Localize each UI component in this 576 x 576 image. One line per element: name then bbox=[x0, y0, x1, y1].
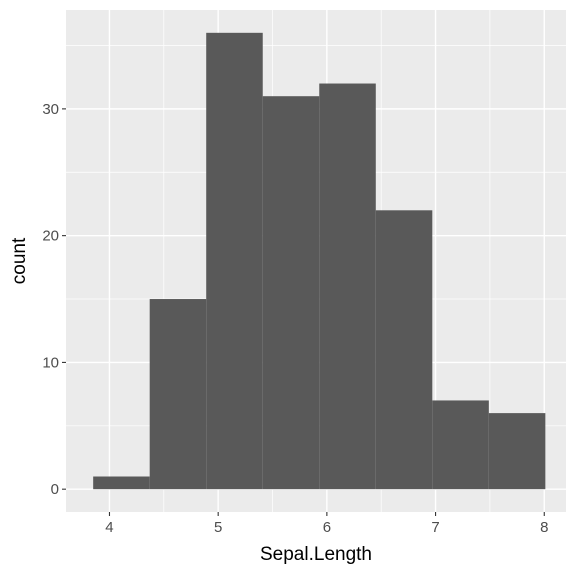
y-tick-label: 20 bbox=[42, 228, 59, 245]
x-tick-label: 7 bbox=[431, 519, 439, 536]
histogram-bar bbox=[375, 210, 433, 490]
histogram-bar bbox=[149, 299, 207, 490]
x-axis: 4 5 6 7 8 bbox=[105, 512, 548, 536]
x-tick-label: 6 bbox=[323, 519, 331, 536]
histogram-bar bbox=[262, 96, 320, 490]
histogram-bar bbox=[488, 413, 546, 490]
histogram-bar bbox=[432, 400, 489, 490]
y-axis: 0 10 20 30 bbox=[42, 101, 66, 498]
x-tick-label: 4 bbox=[105, 519, 113, 536]
y-axis-title: count bbox=[9, 237, 30, 284]
x-tick-label: 5 bbox=[214, 519, 222, 536]
x-axis-title: Sepal.Length bbox=[260, 544, 372, 565]
y-tick-label: 30 bbox=[42, 101, 59, 118]
histogram-bars bbox=[93, 32, 546, 490]
histogram-bar bbox=[93, 476, 150, 490]
histogram-bar bbox=[319, 83, 376, 490]
histogram-bar bbox=[206, 32, 263, 490]
y-tick-label: 10 bbox=[42, 354, 59, 371]
y-tick-label: 0 bbox=[51, 481, 59, 498]
x-tick-label: 8 bbox=[540, 519, 548, 536]
